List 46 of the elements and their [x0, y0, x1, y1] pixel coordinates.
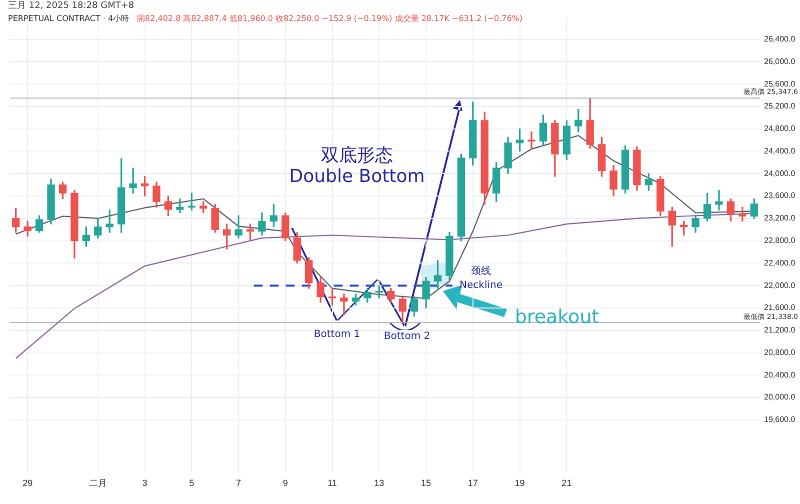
y-tick-label: 24,000.0: [764, 168, 796, 178]
candlestick: [715, 190, 723, 210]
y-tick-label: 23,200.0: [764, 214, 796, 223]
y-tick-label: 19,600.0: [764, 415, 796, 424]
candlestick: [528, 131, 536, 149]
y-tick-label: 23,600.0: [764, 191, 796, 200]
y-tick-label: 26,400.0: [764, 34, 796, 44]
ref-line-label: 颈线: [470, 266, 492, 278]
text: 三月 12, 2025 18:28 GMT+8: [8, 1, 134, 12]
annotation: Double Bottom: [288, 166, 426, 187]
annotation: 双底形态: [320, 145, 394, 166]
y-tick-label: 22,400.0: [764, 258, 796, 268]
y-tick-label: 20,800.0: [764, 348, 796, 357]
annotation: Bottom 1: [314, 329, 360, 340]
annotation: Neckline: [458, 280, 504, 291]
y-tick-label: 25,200.0: [764, 102, 796, 111]
x-tick-label: 29: [22, 478, 33, 488]
candlestick: [129, 168, 137, 194]
y-tick-label: 21,200.0: [764, 326, 796, 335]
x-tick-label: 13: [374, 478, 384, 488]
y-tick-label: 24,400.0: [764, 146, 796, 156]
x-tick-label: 19: [514, 478, 525, 488]
y-tick-label: 22,800.0: [764, 236, 796, 246]
annotation: breakout: [514, 306, 600, 328]
candlestick: [340, 294, 348, 316]
x-tick-label: 11: [328, 478, 337, 488]
y-tick-label: 24,800.0: [764, 124, 796, 134]
x-tick-label: 15: [421, 478, 432, 488]
y-tick-label: 20,000.0: [764, 392, 796, 402]
y-tick-label: 20,400.0: [764, 370, 796, 380]
chart-title: PERPETUAL CONTRACT · 4小時: [8, 13, 130, 24]
candlestick: [176, 198, 184, 214]
candlestick: [738, 206, 746, 222]
x-tick-label: 9: [282, 478, 288, 488]
x-tick-label: 5: [189, 478, 194, 488]
y-tick-label: 26,000.0: [764, 56, 796, 66]
chart-subtitle: 開82,402.8 高82,887.4 低81,960.0 收82,250.0 −152.9 (−0.19%) 成交量 28.17K −631.2 (−0.76%): [137, 13, 523, 24]
y-tick-label: 25,600.0: [764, 79, 796, 88]
x-tick-label: 二月: [88, 478, 107, 488]
annotation: Bottom 2: [384, 331, 430, 342]
x-tick-label: 3: [142, 478, 148, 488]
y-tick-label: 22,000.0: [764, 280, 796, 290]
x-tick-label: 21: [562, 478, 572, 488]
x-tick-label: 7: [236, 478, 242, 488]
y-tick-label: 21,600.0: [764, 303, 796, 312]
x-tick-label: 17: [468, 478, 478, 488]
